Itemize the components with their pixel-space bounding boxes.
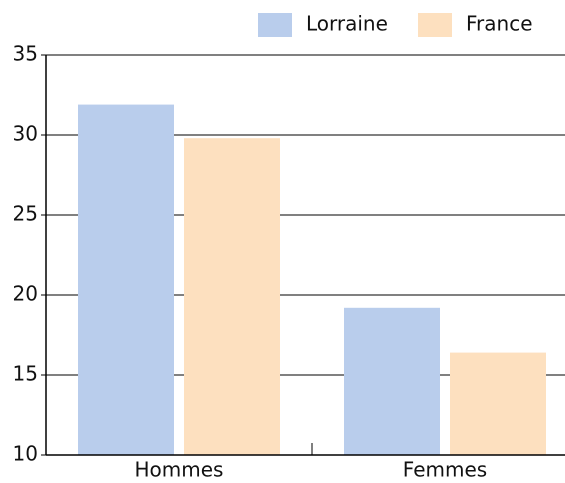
y-tick-label: 10 (13, 442, 38, 466)
x-tick-label: Femmes (403, 458, 487, 480)
bar (78, 104, 174, 455)
bar (450, 352, 546, 455)
y-tick-label: 35 (13, 42, 38, 66)
bar (344, 307, 440, 455)
y-tick-label: 25 (13, 202, 38, 226)
legend-swatch (258, 13, 292, 37)
x-tick-label: Hommes (135, 458, 224, 480)
legend-label: France (466, 12, 533, 36)
y-tick-label: 20 (13, 282, 38, 306)
bar (184, 138, 280, 455)
legend-label: Lorraine (306, 12, 388, 36)
y-tick-label: 30 (13, 122, 38, 146)
legend-swatch (418, 13, 452, 37)
y-tick-label: 15 (13, 362, 38, 386)
